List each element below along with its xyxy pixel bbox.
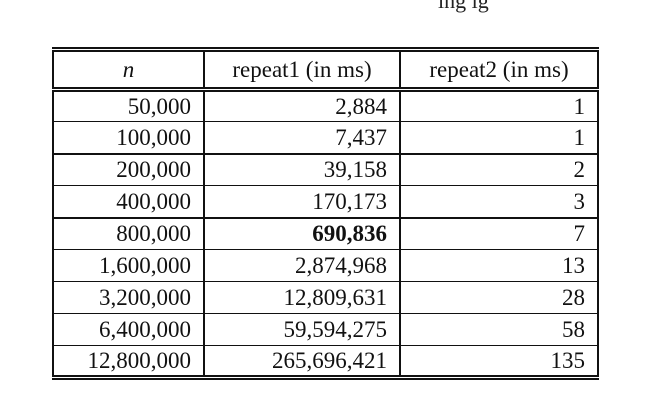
table-row: 100,000 7,437 1 xyxy=(52,121,599,154)
cell-n: 6,400,000 xyxy=(52,313,205,346)
cell-n: 400,000 xyxy=(52,185,205,218)
table-row: 800,000 690,836 7 xyxy=(52,216,599,250)
cell-n: 800,000 xyxy=(52,216,205,250)
cell-repeat1: 12,809,631 xyxy=(203,281,401,314)
cell-repeat1: 265,696,421 xyxy=(203,345,401,380)
table-header-row: n repeat1 (in ms) repeat2 (in ms) xyxy=(52,47,599,91)
cell-repeat1: 2,874,968 xyxy=(203,249,401,282)
table-row: 12,800,000 265,696,421 135 xyxy=(52,345,599,380)
cell-repeat2: 13 xyxy=(399,249,599,282)
cell-n: 100,000 xyxy=(52,121,205,154)
cell-n: 3,200,000 xyxy=(52,281,205,314)
cell-repeat1: 170,173 xyxy=(203,185,401,218)
cell-repeat1: 59,594,275 xyxy=(203,313,401,346)
cell-n: 12,800,000 xyxy=(52,345,205,380)
table-row: 50,000 2,884 1 xyxy=(52,87,599,122)
cell-repeat1: 2,884 xyxy=(203,87,401,122)
table-row: 1,600,000 2,874,968 13 xyxy=(52,249,599,282)
table-row: 3,200,000 12,809,631 28 xyxy=(52,281,599,314)
cell-n: 200,000 xyxy=(52,152,205,186)
results-table-container: n repeat1 (in ms) repeat2 (in ms) 50,000… xyxy=(52,47,599,380)
cropped-text-fragment: ing ig xyxy=(438,0,489,13)
cell-repeat2: 2 xyxy=(399,152,599,186)
table-row: 400,000 170,173 3 xyxy=(52,185,599,218)
cell-repeat1: 690,836 xyxy=(203,216,401,250)
header-repeat1: repeat1 (in ms) xyxy=(203,47,401,91)
cell-repeat2: 3 xyxy=(399,185,599,218)
table-row: 200,000 39,158 2 xyxy=(52,152,599,186)
cell-repeat1: 39,158 xyxy=(203,152,401,186)
cell-repeat1: 7,437 xyxy=(203,121,401,154)
header-repeat2: repeat2 (in ms) xyxy=(399,47,599,91)
cell-repeat2: 28 xyxy=(399,281,599,314)
header-n: n xyxy=(52,47,205,91)
cell-repeat2: 1 xyxy=(399,87,599,122)
cell-n: 50,000 xyxy=(52,87,205,122)
table-row: 6,400,000 59,594,275 58 xyxy=(52,313,599,346)
timing-results-table: n repeat1 (in ms) repeat2 (in ms) 50,000… xyxy=(52,47,599,380)
cell-repeat2: 7 xyxy=(399,216,599,250)
cell-repeat2: 58 xyxy=(399,313,599,346)
cell-repeat2: 135 xyxy=(399,345,599,380)
cell-n: 1,600,000 xyxy=(52,249,205,282)
cell-repeat2: 1 xyxy=(399,121,599,154)
